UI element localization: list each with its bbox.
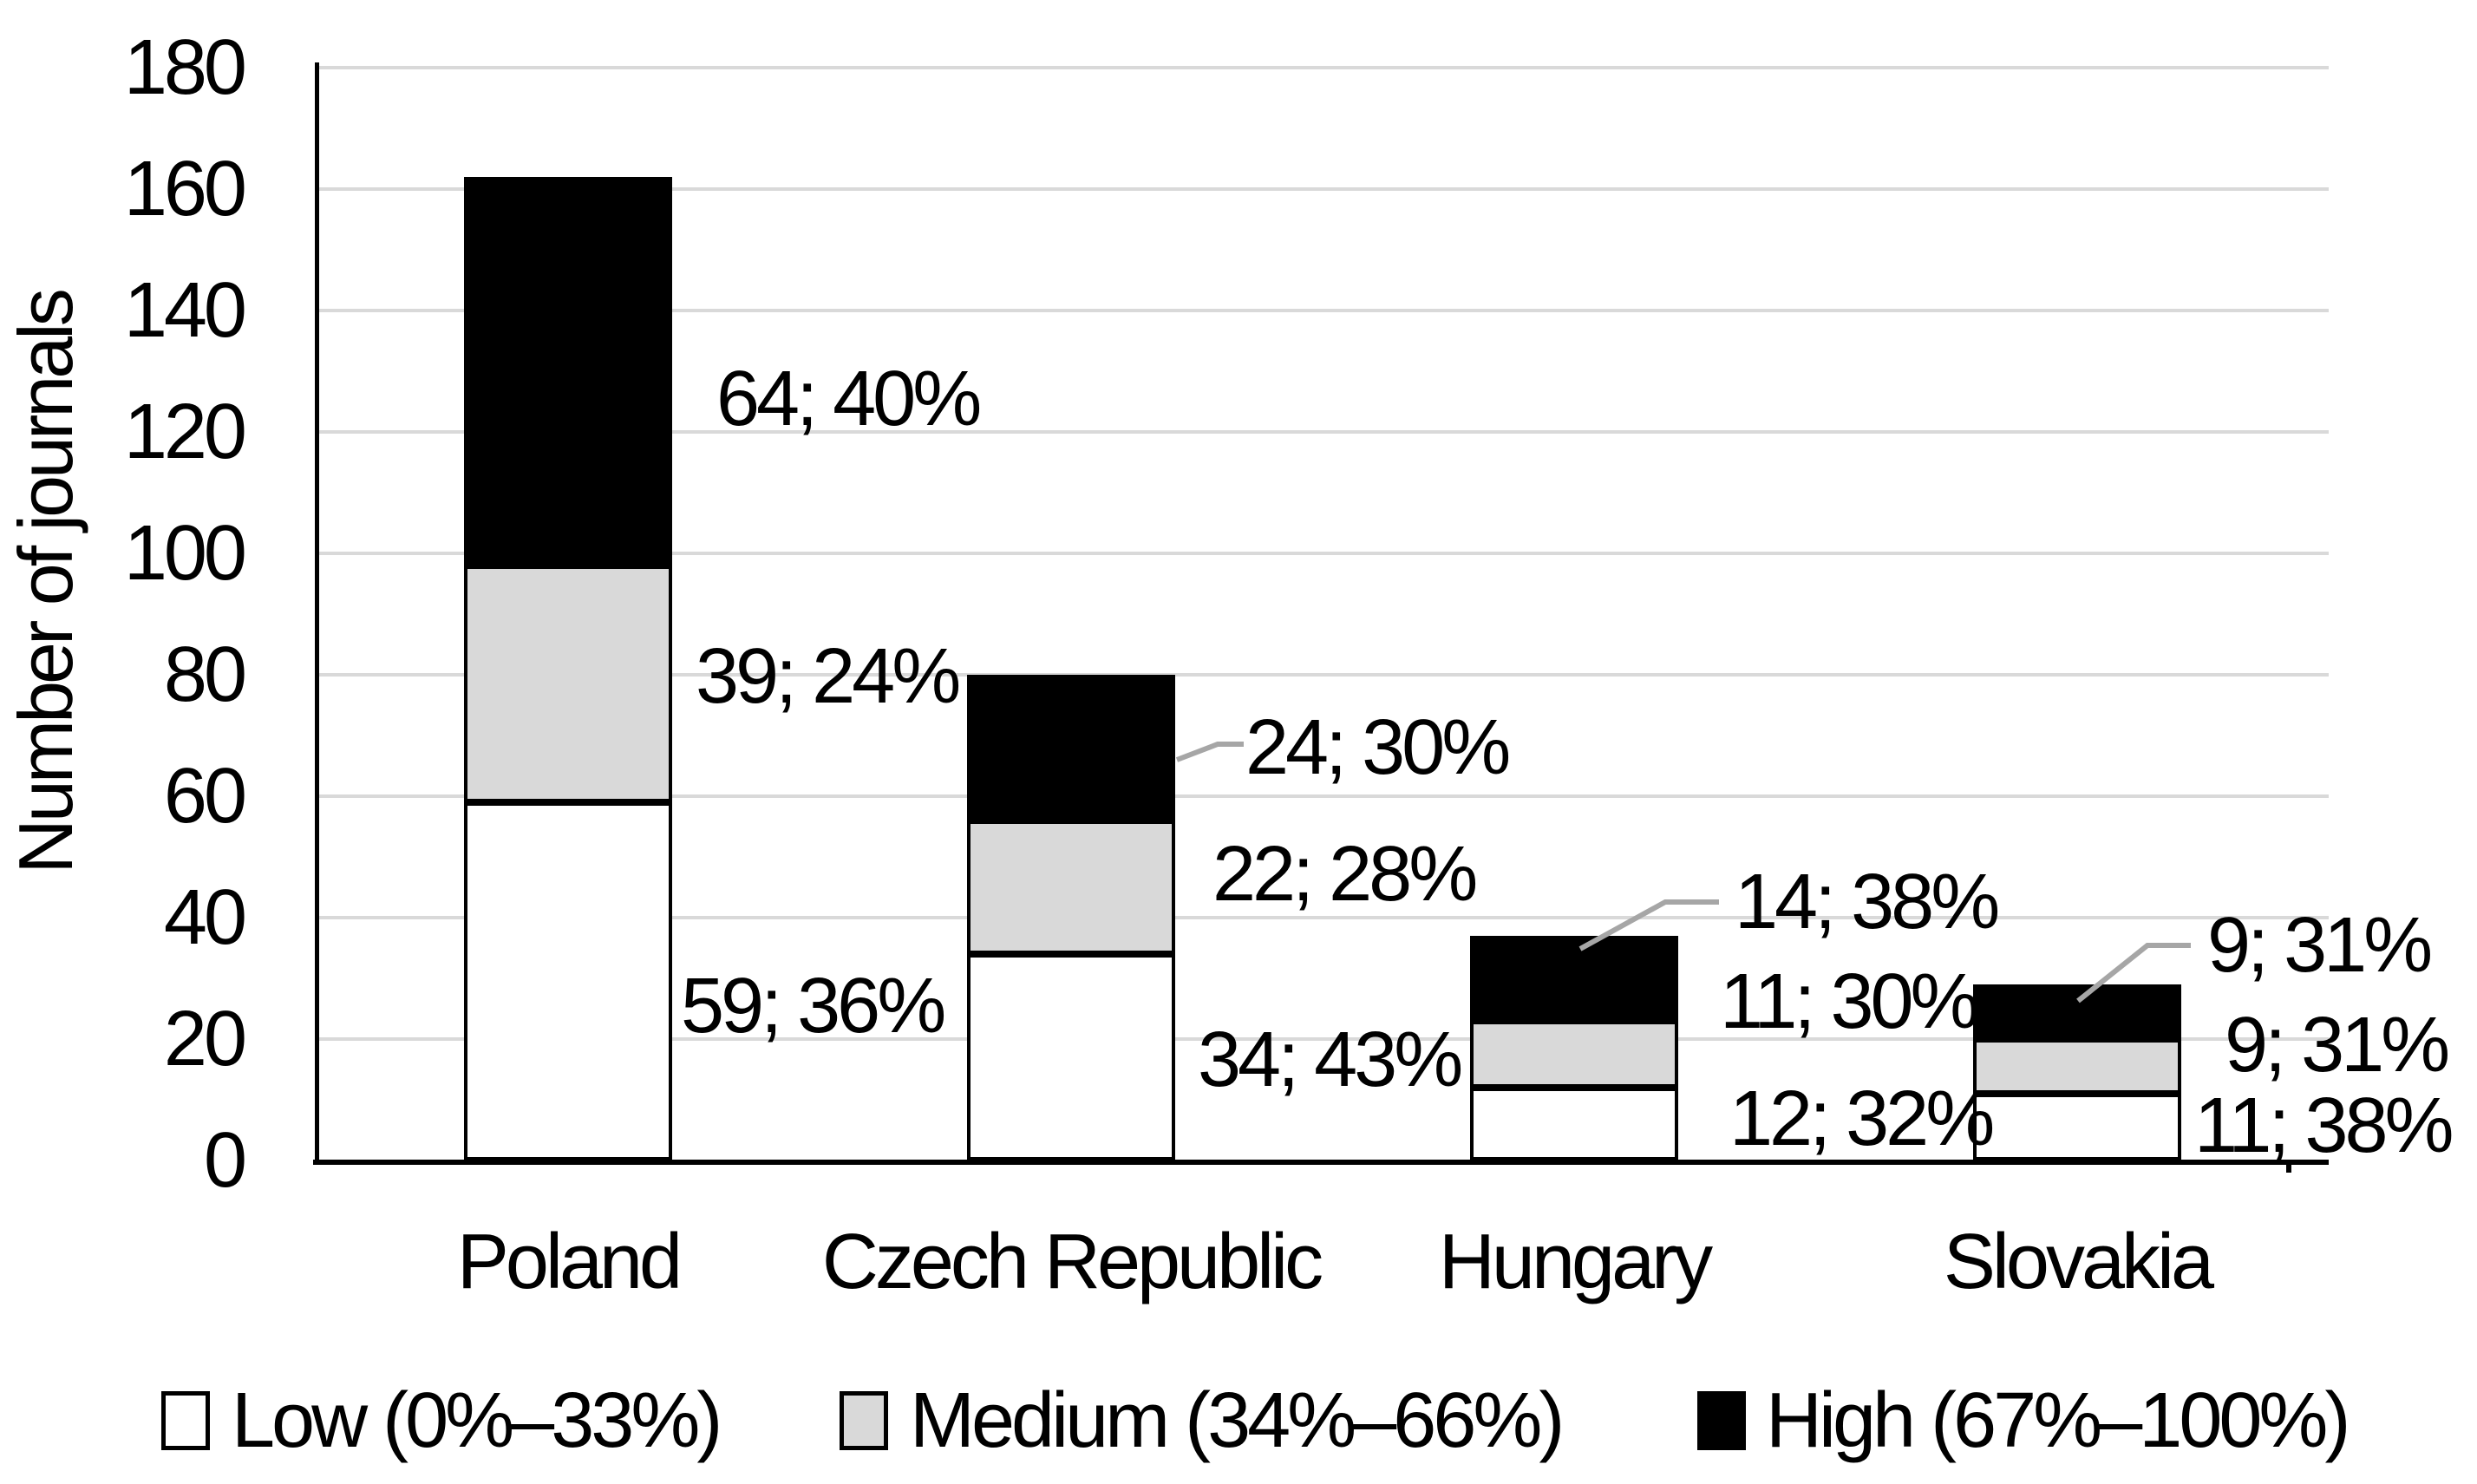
bar-segment bbox=[1470, 936, 1678, 1021]
y-tick-label: 20 bbox=[163, 996, 247, 1082]
gridline bbox=[315, 1037, 2329, 1041]
legend-swatch-medium bbox=[840, 1391, 888, 1450]
legend-label-medium: Medium (34%–66%) bbox=[910, 1377, 1565, 1464]
y-tick-label: 80 bbox=[163, 631, 247, 718]
category-label: Czech Republic bbox=[821, 1219, 1323, 1305]
gridline bbox=[315, 430, 2329, 434]
data-label: 24; 30% bbox=[1245, 704, 1511, 791]
leader-line bbox=[1175, 742, 1244, 762]
x-axis-tick bbox=[2286, 1163, 2291, 1173]
bar-segment bbox=[464, 802, 672, 1160]
category-label: Slovakia bbox=[1943, 1219, 2214, 1305]
y-tick-label: 40 bbox=[163, 874, 247, 961]
y-axis-line bbox=[315, 62, 319, 1163]
data-label: 39; 24% bbox=[696, 633, 961, 720]
bar-segment bbox=[967, 820, 1175, 954]
bar-segment bbox=[1973, 1094, 2181, 1160]
gridline bbox=[315, 187, 2329, 191]
legend-label-high: High (67%–100%) bbox=[1766, 1377, 2350, 1464]
data-label: 9; 31% bbox=[2225, 1002, 2450, 1088]
y-tick-label: 180 bbox=[123, 24, 247, 111]
y-tick-label: 160 bbox=[123, 146, 247, 232]
bar-segment bbox=[464, 177, 672, 565]
bar-segment bbox=[1973, 984, 2181, 1039]
data-label: 11; 30% bbox=[1720, 958, 1980, 1045]
category-label: Hungary bbox=[1438, 1219, 1713, 1305]
bar-segment bbox=[1470, 1088, 1678, 1160]
legend-swatch-low bbox=[161, 1391, 210, 1450]
data-label: 34; 43% bbox=[1198, 1017, 1463, 1103]
bar-segment bbox=[1470, 1021, 1678, 1088]
y-tick-label: 60 bbox=[163, 753, 247, 840]
data-label: 11; 38% bbox=[2194, 1082, 2454, 1169]
legend-swatch-high bbox=[1697, 1391, 1746, 1450]
bar-segment bbox=[1973, 1039, 2181, 1094]
gridline bbox=[315, 552, 2329, 555]
data-label: 64; 40% bbox=[716, 356, 982, 442]
gridline bbox=[315, 794, 2329, 798]
bar-segment bbox=[967, 675, 1175, 820]
x-axis-line bbox=[313, 1160, 2329, 1165]
data-label: 12; 32% bbox=[1729, 1075, 1995, 1162]
category-label: Poland bbox=[456, 1219, 683, 1305]
y-tick-label: 120 bbox=[123, 389, 247, 475]
y-tick-label: 140 bbox=[123, 267, 247, 354]
y-tick-label: 0 bbox=[203, 1117, 247, 1204]
y-tick-label: 100 bbox=[123, 510, 247, 597]
gridline bbox=[315, 309, 2329, 312]
gridline bbox=[315, 916, 2329, 919]
gridline bbox=[315, 673, 2329, 677]
legend-label-low: Low (0%–33%) bbox=[232, 1377, 722, 1464]
gridline bbox=[315, 66, 2329, 69]
data-label: 14; 38% bbox=[1735, 859, 2000, 945]
data-label: 22; 28% bbox=[1212, 831, 1478, 918]
data-label: 9; 31% bbox=[2207, 902, 2433, 989]
bar-segment bbox=[464, 565, 672, 802]
data-label: 59; 36% bbox=[681, 963, 946, 1049]
bar-segment bbox=[967, 954, 1175, 1160]
